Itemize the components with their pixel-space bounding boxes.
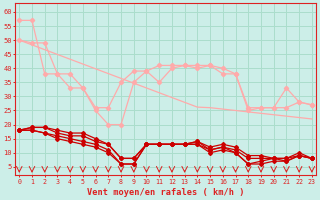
X-axis label: Vent moyen/en rafales ( km/h ): Vent moyen/en rafales ( km/h ) — [87, 188, 244, 197]
